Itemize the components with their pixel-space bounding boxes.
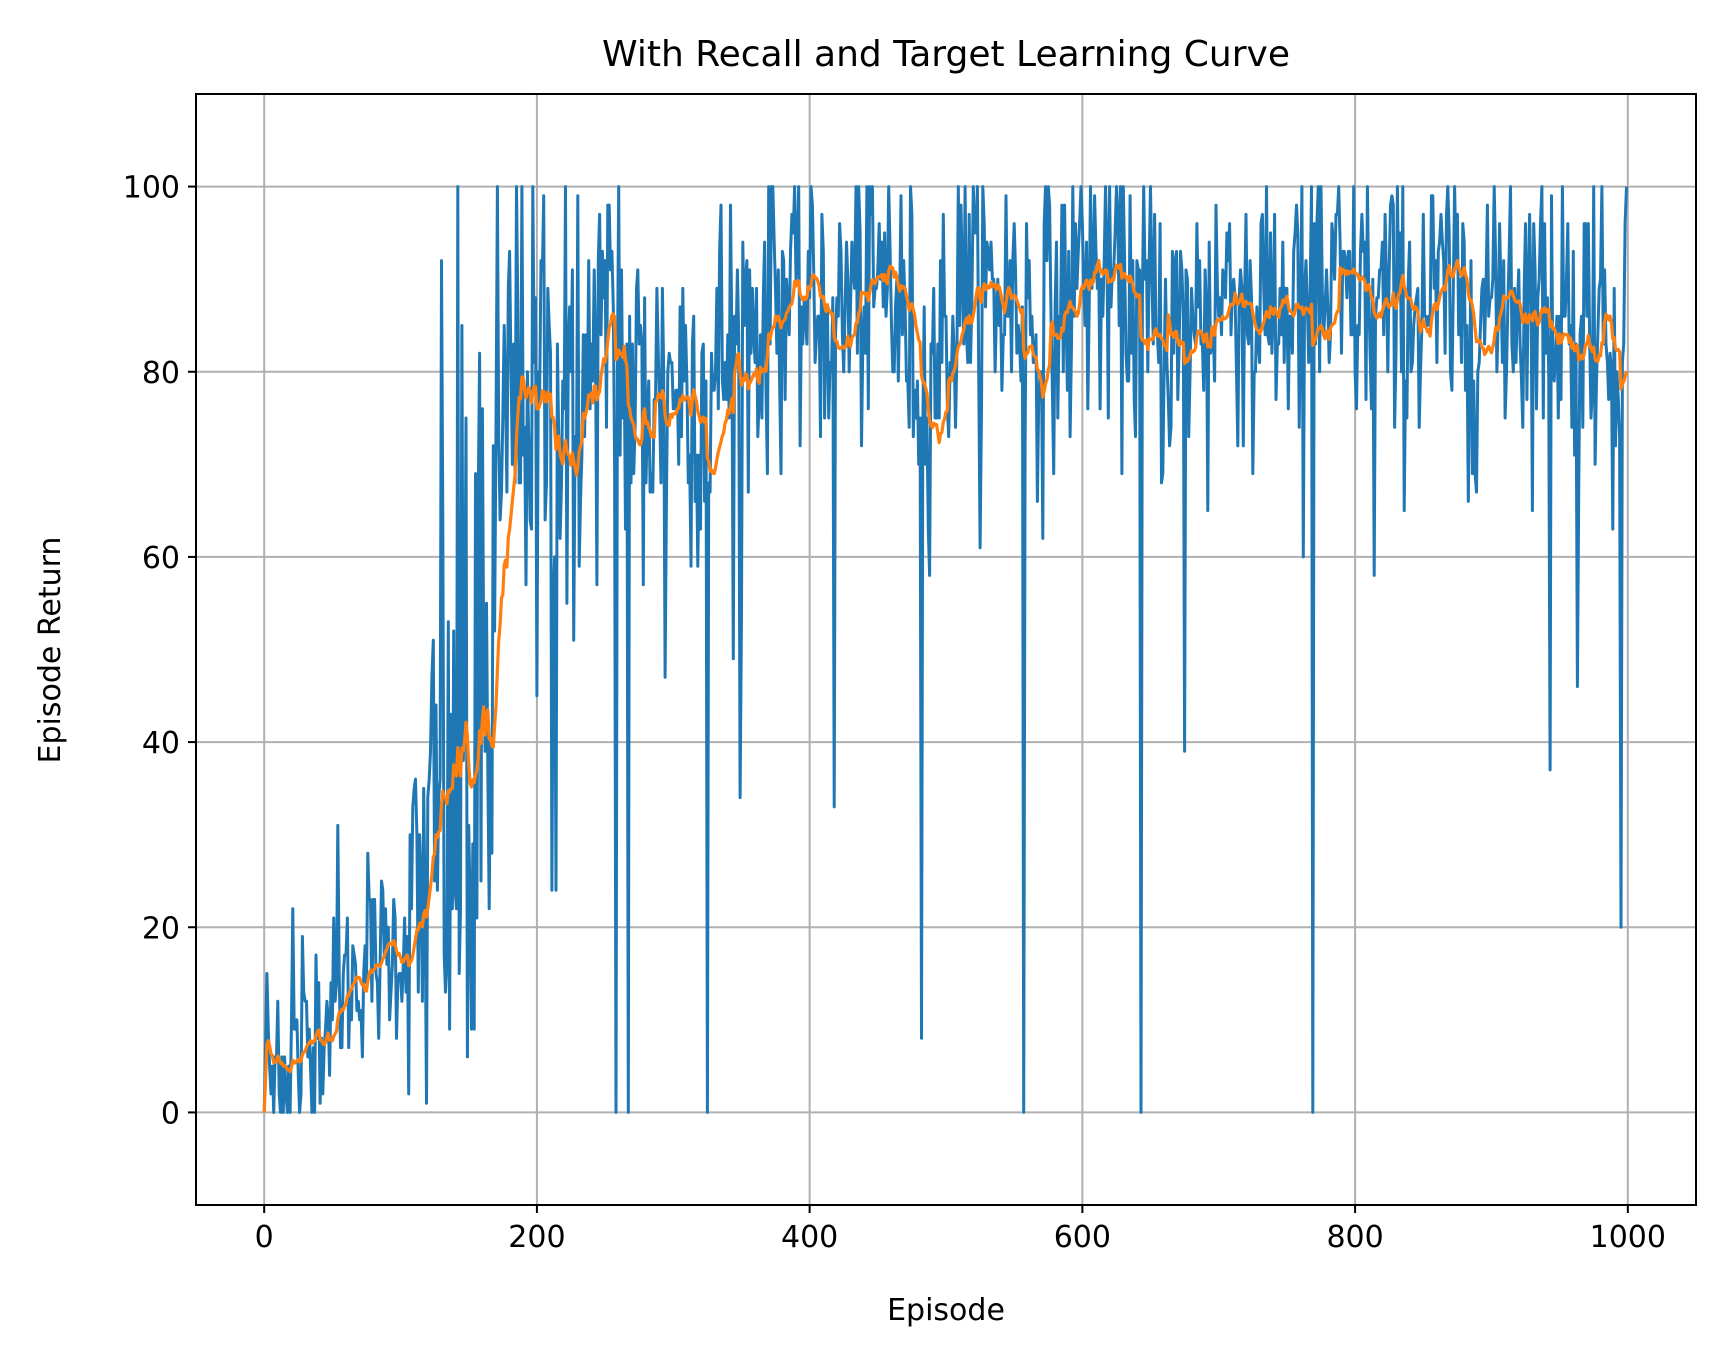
y-tick-label: 40	[142, 726, 180, 761]
chart-title: With Recall and Target Learning Curve	[602, 34, 1290, 75]
series-line-episode-return	[262, 185, 1628, 1114]
y-axis-label: Episode Return	[33, 537, 68, 764]
x-tick-label: 600	[1054, 1220, 1111, 1255]
x-tick-label: 200	[508, 1220, 565, 1255]
y-tick-label: 80	[142, 356, 180, 391]
axes-frame	[195, 93, 1697, 1206]
series-line-moving-average	[262, 259, 1629, 1113]
plot-series	[262, 185, 1629, 1114]
y-tick-label: 60	[142, 541, 180, 576]
y-axis-ticks: 0 20 40 60 80 100	[123, 171, 196, 1131]
x-tick-label: 400	[781, 1220, 838, 1255]
x-tick-label: 1000	[1590, 1220, 1666, 1255]
y-tick-label: 20	[142, 911, 180, 946]
x-axis-ticks: 0 200 400 600 800 1000	[255, 1205, 1666, 1255]
y-tick-label: 100	[123, 171, 180, 206]
x-axis-label: Episode	[887, 1293, 1005, 1328]
y-tick-label: 0	[161, 1096, 180, 1131]
x-tick-label: 800	[1326, 1220, 1383, 1255]
x-tick-label: 0	[255, 1220, 274, 1255]
